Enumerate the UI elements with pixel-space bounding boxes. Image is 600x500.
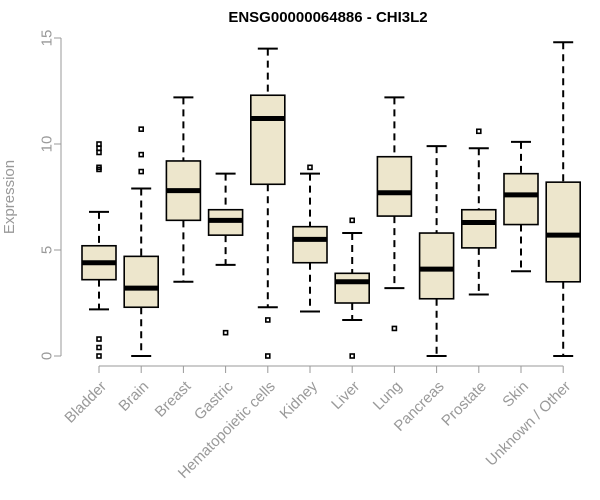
box-group: [292, 164, 328, 313]
box-group: [545, 41, 582, 357]
outlier-point: [96, 149, 102, 156]
outlier-point: [264, 353, 271, 359]
y-axis-label: Expression: [1, 160, 18, 234]
outlier-point: [96, 336, 102, 342]
box-group: [334, 217, 371, 359]
y-axis: 0 5 10 15: [39, 30, 62, 360]
box-rect: [460, 208, 497, 249]
box-rect: [503, 172, 539, 226]
outlier-point: [138, 126, 144, 132]
outlier-point: [96, 164, 102, 171]
box-rect: [250, 94, 286, 186]
outlier-point: [96, 344, 102, 351]
box-rect: [545, 181, 582, 283]
box-group: [376, 96, 413, 332]
box-group: [503, 140, 539, 273]
outlier-point: [475, 128, 482, 135]
x-tick-label: Lung: [370, 378, 406, 414]
box-rect: [123, 255, 159, 309]
box-group: [165, 96, 202, 283]
x-tick-label: Breast: [152, 377, 195, 420]
box-rect: [418, 232, 455, 300]
chart-title: ENSG00000064886 - CHI3L2: [228, 9, 427, 26]
outlier-point: [96, 141, 102, 147]
outlier-point: [138, 168, 144, 175]
box-group: [460, 128, 497, 296]
outlier-point: [138, 151, 144, 158]
outlier-point: [96, 353, 102, 359]
y-tick-label: 15: [39, 30, 56, 47]
box-rect: [334, 272, 371, 304]
x-tick-label: Brain: [115, 378, 152, 415]
outlier-point: [391, 325, 398, 332]
box-group: [81, 141, 117, 359]
x-tick-label: Kidney: [277, 378, 322, 423]
outlier-point: [264, 317, 271, 323]
box-group: [418, 145, 455, 357]
x-tick-label: Prostate: [438, 378, 490, 430]
box-group: [123, 126, 159, 357]
y-tick-label: 5: [39, 246, 56, 254]
boxes: [81, 41, 582, 359]
outlier-point: [307, 164, 313, 171]
x-tick-label: Liver: [328, 378, 363, 413]
x-tick-label: Bladder: [61, 378, 110, 427]
y-tick-label: 0: [39, 352, 56, 360]
outlier-point: [349, 353, 356, 359]
outlier-point: [349, 217, 356, 224]
y-tick-label: 10: [39, 136, 56, 153]
box-group: [207, 172, 244, 336]
outlier-point: [222, 329, 229, 336]
box-rect: [292, 225, 328, 264]
box-group: [250, 47, 286, 359]
outlier-point: [96, 145, 102, 152]
x-tick-label: Skin: [499, 378, 532, 411]
box-rect: [376, 155, 413, 217]
